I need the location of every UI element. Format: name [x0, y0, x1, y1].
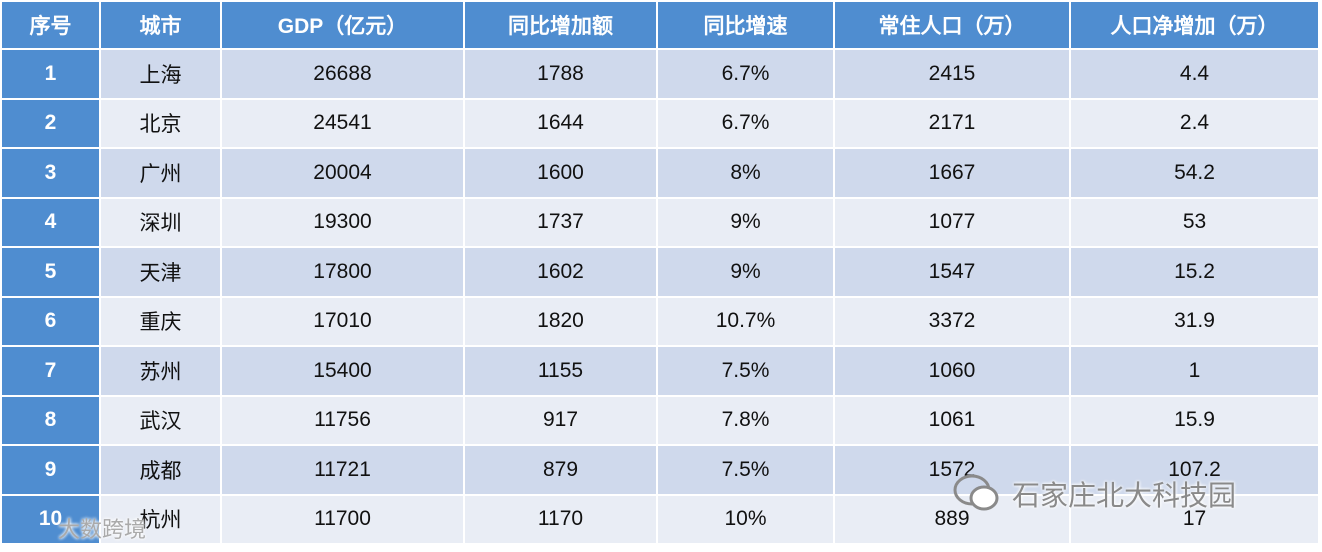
table-cell: 54.2 [1071, 149, 1318, 197]
table-cell: 4.4 [1071, 50, 1318, 98]
table-row: 8 武汉 11756 917 7.8% 1061 15.9 [2, 396, 1318, 444]
table-cell: 杭州 [101, 495, 220, 543]
header-cell: 同比增速 [658, 2, 833, 48]
table-cell: 6.7% [658, 99, 833, 147]
table-cell: 武汉 [101, 396, 220, 444]
index-cell: 9 [2, 446, 99, 494]
table-row: 9 成都 11721 879 7.5% 1572 107.2 [2, 446, 1318, 494]
table-cell: 11756 [222, 396, 463, 444]
table-cell: 成都 [101, 446, 220, 494]
table-cell: 6.7% [658, 50, 833, 98]
table-cell: 7.5% [658, 347, 833, 395]
table-cell: 15.9 [1071, 396, 1318, 444]
header-cell: 人口净增加（万） [1071, 2, 1318, 48]
table-cell: 17 [1071, 495, 1318, 543]
index-cell: 6 [2, 297, 99, 345]
table-cell: 10.7% [658, 297, 833, 345]
table-cell: 3372 [835, 297, 1069, 345]
table-cell: 7.5% [658, 446, 833, 494]
index-cell: 2 [2, 99, 99, 147]
table-cell: 1572 [835, 446, 1069, 494]
table-cell: 苏州 [101, 347, 220, 395]
table-cell: 1077 [835, 198, 1069, 246]
table-cell: 17010 [222, 297, 463, 345]
table-row: 7 苏州 15400 1155 7.5% 1060 1 [2, 347, 1318, 395]
table-cell: 15400 [222, 347, 463, 395]
table-cell: 889 [835, 495, 1069, 543]
table-cell: 1 [1071, 347, 1318, 395]
watermark: 大数跨境 [58, 517, 147, 542]
table-cell: 1820 [465, 297, 656, 345]
table-cell: 1061 [835, 396, 1069, 444]
table-row: 10 杭州 11700 1170 10% 889 17 [2, 495, 1318, 543]
table-cell: 1667 [835, 149, 1069, 197]
table-cell: 8% [658, 149, 833, 197]
index-cell: 1 [2, 50, 99, 98]
header-cell: 常住人口（万） [835, 2, 1069, 48]
watermark: 石家庄北大科技园 [1012, 480, 1237, 511]
table-cell: 15.2 [1071, 248, 1318, 296]
table-cell: 2.4 [1071, 99, 1318, 147]
table-cell: 9% [658, 248, 833, 296]
index-cell: 3 [2, 149, 99, 197]
table-cell: 1170 [465, 495, 656, 543]
table-cell: 1060 [835, 347, 1069, 395]
table-cell: 11721 [222, 446, 463, 494]
table-cell: 26688 [222, 50, 463, 98]
header-row: 序号 城市 GDP（亿元） 同比增加额 同比增速 常住人口（万） 人口净增加（万） [2, 2, 1318, 48]
table-cell: 重庆 [101, 297, 220, 345]
table-cell: 107.2 [1071, 446, 1318, 494]
wechat-icon [953, 474, 999, 511]
index-cell: 8 [2, 396, 99, 444]
table-cell: 北京 [101, 99, 220, 147]
table-cell: 17800 [222, 248, 463, 296]
table-cell: 2171 [835, 99, 1069, 147]
table-cell: 1155 [465, 347, 656, 395]
table-cell: 879 [465, 446, 656, 494]
index-cell: 7 [2, 347, 99, 395]
index-cell: 10 [2, 495, 99, 543]
table-cell: 24541 [222, 99, 463, 147]
table-row: 6 重庆 17010 1820 10.7% 3372 31.9 [2, 297, 1318, 345]
table-cell: 31.9 [1071, 297, 1318, 345]
table-cell: 19300 [222, 198, 463, 246]
table-row: 1 上海 26688 1788 6.7% 2415 4.4 [2, 50, 1318, 98]
table-row: 3 广州 20004 1600 8% 1667 54.2 [2, 149, 1318, 197]
table-cell: 1547 [835, 248, 1069, 296]
table-cell: 1602 [465, 248, 656, 296]
table-cell: 深圳 [101, 198, 220, 246]
table-row: 5 天津 17800 1602 9% 1547 15.2 [2, 248, 1318, 296]
header-cell: 城市 [101, 2, 220, 48]
table-cell: 53 [1071, 198, 1318, 246]
table-cell: 上海 [101, 50, 220, 98]
table-row: 2 北京 24541 1644 6.7% 2171 2.4 [2, 99, 1318, 147]
table-cell: 1737 [465, 198, 656, 246]
table-cell: 9% [658, 198, 833, 246]
header-cell: GDP（亿元） [222, 2, 463, 48]
header-cell: 序号 [2, 2, 99, 48]
table-cell: 10% [658, 495, 833, 543]
table-cell: 1600 [465, 149, 656, 197]
table-cell: 2415 [835, 50, 1069, 98]
table-cell: 1788 [465, 50, 656, 98]
table-cell: 天津 [101, 248, 220, 296]
table-cell: 1644 [465, 99, 656, 147]
table-cell: 11700 [222, 495, 463, 543]
table-cell: 20004 [222, 149, 463, 197]
header-cell: 同比增加额 [465, 2, 656, 48]
index-cell: 5 [2, 248, 99, 296]
table-cell: 7.8% [658, 396, 833, 444]
table-cell: 917 [465, 396, 656, 444]
index-cell: 4 [2, 198, 99, 246]
table-row: 4 深圳 19300 1737 9% 1077 53 [2, 198, 1318, 246]
table-cell: 广州 [101, 149, 220, 197]
